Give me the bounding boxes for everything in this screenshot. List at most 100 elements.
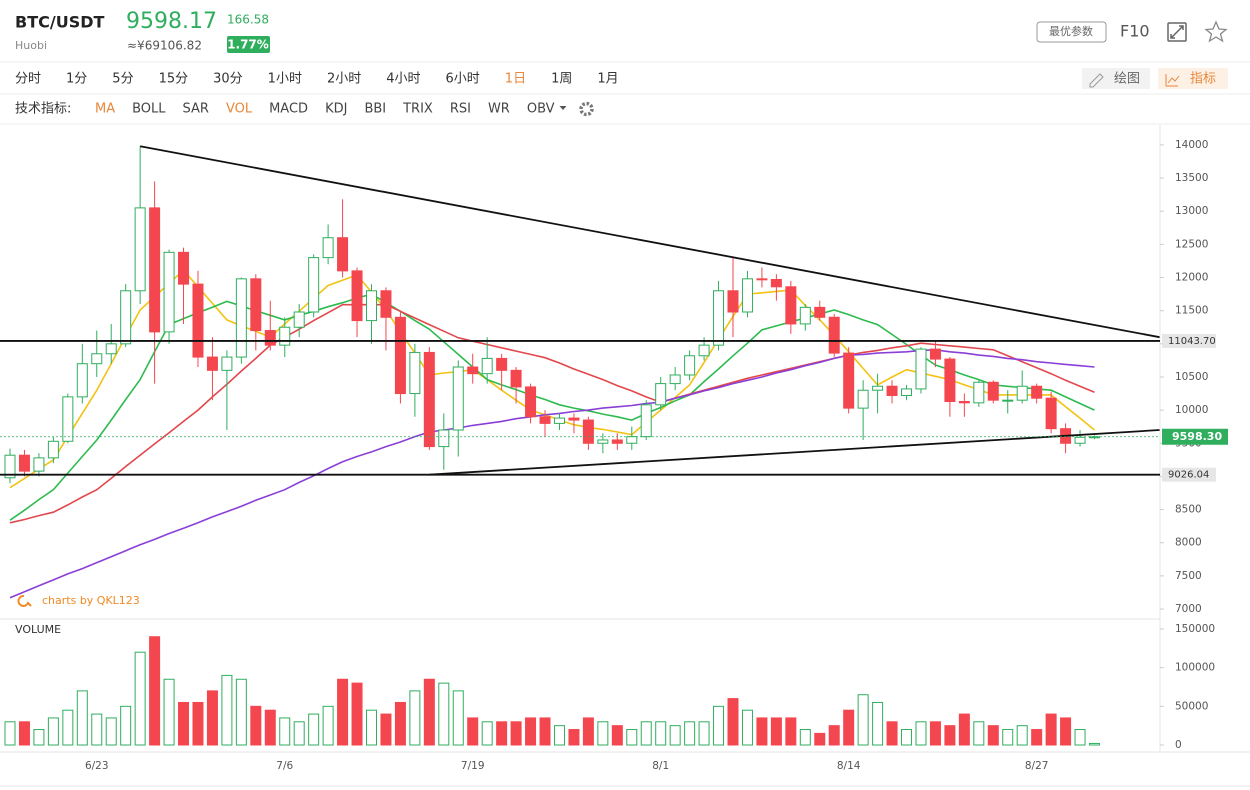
candle-body [698, 344, 710, 357]
x-tick-label: 8/27 [1025, 760, 1049, 772]
draw-button[interactable] [1082, 68, 1150, 89]
candle-body [843, 352, 855, 409]
y-tick-label: 150000 [1175, 623, 1215, 635]
draw-label[interactable]: 绘图 [1114, 72, 1140, 87]
volume-bar [4, 721, 16, 746]
candle-body [727, 290, 739, 313]
candle-body [713, 290, 725, 346]
candle-body [872, 385, 884, 391]
candle-body [163, 251, 175, 333]
volume-bar [178, 701, 190, 746]
candle-body [958, 401, 970, 404]
volume-bar [120, 705, 132, 746]
period-tab[interactable]: 1日 [505, 72, 526, 87]
candle-body [1031, 385, 1043, 399]
volume-bar [1074, 729, 1086, 746]
candle-body [611, 439, 623, 444]
volume-bar [640, 721, 652, 746]
period-tab[interactable]: 4小时 [386, 72, 420, 87]
volume-bar [901, 729, 913, 746]
volume-bar [91, 713, 103, 746]
indicator-tab[interactable]: MA [95, 102, 115, 117]
volume-bar [799, 729, 811, 746]
volume-bar [987, 725, 999, 746]
volume-bar [308, 713, 320, 746]
indicator-tab[interactable]: TRIX [402, 102, 433, 117]
volume-bar [698, 721, 710, 746]
x-tick-label: 8/1 [652, 760, 669, 772]
period-tab[interactable]: 5分 [112, 72, 133, 87]
candle-body [582, 419, 594, 444]
candle-body [293, 311, 305, 328]
candle-body [134, 207, 146, 292]
period-tab[interactable]: 1月 [597, 72, 618, 87]
volume-bar [62, 709, 74, 746]
symbol: BTC/USDT [15, 13, 104, 32]
volume-bar [250, 705, 262, 746]
f10-button[interactable]: F10 [1120, 22, 1150, 41]
candle-body [857, 389, 869, 409]
volume-bar [828, 725, 840, 746]
favorite-icon[interactable] [1204, 20, 1228, 43]
volume-bar [423, 678, 435, 746]
watermark-icon [17, 595, 32, 607]
volume-bar [684, 721, 696, 746]
candle-body [206, 356, 218, 371]
volume-bar [1060, 717, 1072, 746]
candle-body [973, 381, 985, 404]
indicator-button[interactable] [1158, 68, 1228, 89]
candle-body [467, 366, 479, 375]
period-tab[interactable]: 6小时 [446, 72, 480, 87]
candle-body [785, 286, 797, 325]
candle-body [626, 436, 638, 444]
param-button-label[interactable]: 最优参数 [1049, 24, 1093, 38]
indicator-label[interactable]: 指标 [1190, 72, 1216, 87]
volume-bar [857, 694, 869, 746]
indicator-tab[interactable]: RSI [450, 102, 471, 117]
candle-body [409, 351, 421, 395]
indicator-tab[interactable]: BOLL [132, 102, 166, 117]
y-tick-label: 8500 [1175, 504, 1202, 516]
candle-body [62, 396, 74, 442]
period-tab[interactable]: 1小时 [268, 72, 302, 87]
indicator-tab[interactable]: KDJ [325, 102, 347, 117]
indicator-tab[interactable]: OBV [527, 102, 555, 117]
indicator-tab[interactable]: MACD [269, 102, 308, 117]
param-button[interactable] [1036, 21, 1107, 43]
period-tab[interactable]: 1分 [66, 72, 87, 87]
indicator-tab[interactable]: SAR [183, 102, 209, 117]
volume-bar [394, 701, 406, 746]
volume-bar [134, 651, 146, 746]
candle-body [756, 278, 768, 281]
volume-bar [496, 721, 508, 746]
volume-bar [1045, 713, 1057, 746]
candle-body [944, 358, 956, 403]
candle-body [655, 383, 667, 406]
candle-body [915, 348, 927, 390]
settings-icon[interactable] [579, 101, 594, 117]
candle-body [91, 353, 103, 365]
volume-bar [958, 713, 970, 746]
indicator-bar-label: 技术指标: [15, 102, 71, 117]
period-tab[interactable]: 1周 [551, 72, 572, 87]
volume-bar [553, 725, 565, 746]
indicator-tab[interactable]: BBI [364, 102, 386, 117]
y-tick-label: 7000 [1175, 603, 1202, 615]
candle-body [149, 207, 161, 333]
period-tab[interactable]: 分时 [15, 72, 41, 87]
period-tab[interactable]: 30分 [213, 72, 243, 87]
volume-bar [105, 717, 117, 746]
candle-body [47, 440, 59, 459]
y-tick-label: 10500 [1175, 371, 1208, 383]
volume-bar [843, 709, 855, 746]
volume-bar [438, 682, 450, 746]
period-tab[interactable]: 15分 [159, 72, 189, 87]
candle-body [394, 316, 406, 395]
indicator-tab[interactable]: VOL [226, 102, 253, 117]
expand-icon[interactable] [1167, 22, 1187, 42]
candle-body [351, 270, 363, 322]
level-label-box [1162, 467, 1216, 482]
period-tab[interactable]: 2小时 [327, 72, 361, 87]
indicator-tab[interactable]: WR [488, 102, 510, 117]
y-tick-label: 13500 [1175, 172, 1208, 184]
